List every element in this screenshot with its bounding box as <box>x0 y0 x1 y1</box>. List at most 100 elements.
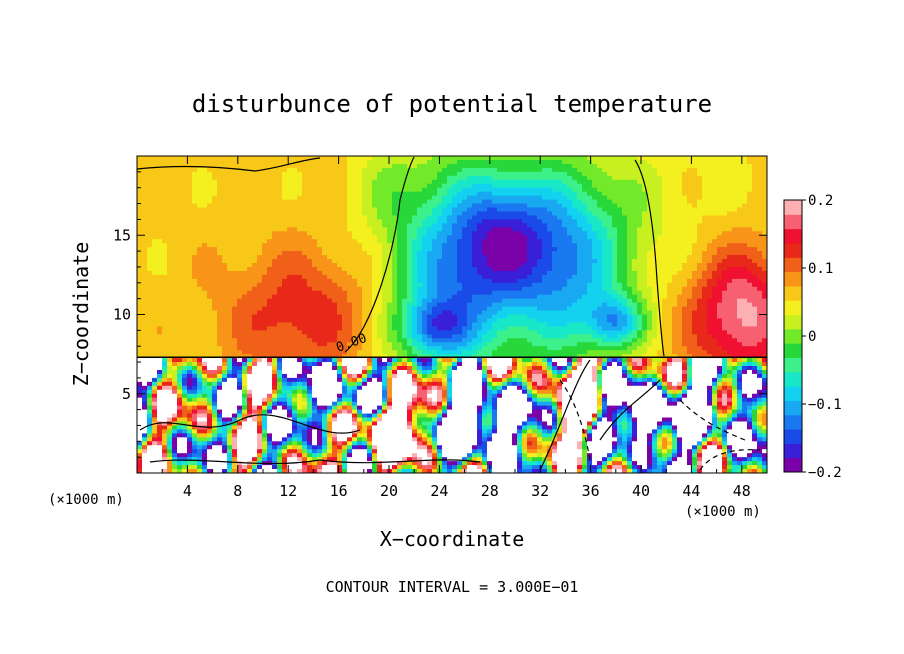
heatmap-cell <box>362 156 368 161</box>
heatmap-cell <box>357 159 363 165</box>
heatmap-cell <box>142 286 148 292</box>
heatmap-cell <box>687 199 693 205</box>
heatmap-cell <box>682 290 688 296</box>
heatmap-cell <box>277 179 283 185</box>
heatmap-cell <box>187 223 193 228</box>
heatmap-cell <box>142 175 148 181</box>
heatmap-cell <box>722 266 728 272</box>
heatmap-cell <box>332 156 338 161</box>
heatmap-cell <box>727 294 733 300</box>
heatmap-cell <box>682 243 688 248</box>
heatmap-cell <box>202 243 208 248</box>
heatmap-cell <box>582 219 588 224</box>
heatmap-cell <box>702 266 708 272</box>
heatmap-cell <box>287 179 293 185</box>
heatmap-cell <box>372 294 378 300</box>
heatmap-cell <box>627 227 633 232</box>
heatmap-cell <box>692 199 698 205</box>
heatmap-cell <box>637 195 643 201</box>
heatmap-cell <box>717 215 723 220</box>
heatmap-cell <box>497 227 503 232</box>
heatmap-cell <box>472 171 478 177</box>
heatmap-cell <box>347 199 353 205</box>
heatmap-cell <box>167 274 173 280</box>
heatmap-cell <box>262 302 268 308</box>
heatmap-cell <box>687 159 693 165</box>
heatmap-cell <box>372 278 378 284</box>
heatmap-cell <box>327 306 333 312</box>
heatmap-cell <box>502 243 508 248</box>
heatmap-cell <box>557 231 563 236</box>
heatmap-cell <box>617 286 623 292</box>
heatmap-cell <box>142 274 148 280</box>
heatmap-cell <box>232 290 238 296</box>
heatmap-cell <box>522 167 528 173</box>
heatmap-cell <box>377 243 383 248</box>
heatmap-cell <box>297 270 303 276</box>
heatmap-cell <box>252 203 258 209</box>
heatmap-cell <box>452 163 458 169</box>
heatmap-cell <box>232 207 238 213</box>
heatmap-cell <box>257 251 263 256</box>
heatmap-cell <box>267 278 273 284</box>
heatmap-cell <box>627 247 633 252</box>
heatmap-cell <box>737 251 743 256</box>
heatmap-cell <box>177 239 183 244</box>
heatmap-cell <box>217 294 223 300</box>
heatmap-cell <box>552 195 558 201</box>
heatmap-cell <box>737 195 743 201</box>
heatmap-cell <box>417 199 423 205</box>
heatmap-cell <box>217 247 223 252</box>
heatmap-cell <box>322 183 328 189</box>
heatmap-cell <box>337 191 343 197</box>
heatmap-cell <box>297 156 303 161</box>
heatmap-cell <box>372 247 378 252</box>
heatmap-cell <box>632 286 638 292</box>
heatmap-cell <box>642 163 648 169</box>
heatmap-cell <box>287 270 293 276</box>
heatmap-cell <box>762 290 767 296</box>
heatmap-cell <box>577 294 583 300</box>
heatmap-cell <box>597 294 603 300</box>
heatmap-cell <box>652 199 658 205</box>
heatmap-cell <box>447 270 453 276</box>
heatmap-cell <box>342 187 348 193</box>
heatmap-cell <box>207 183 213 189</box>
heatmap-cell <box>437 306 443 312</box>
heatmap-cell <box>207 215 213 220</box>
heatmap-cell <box>642 243 648 248</box>
heatmap-cell <box>587 167 593 173</box>
heatmap-cell <box>212 286 218 292</box>
heatmap-cell <box>267 199 273 205</box>
heatmap-cell <box>507 294 513 300</box>
heatmap-cell <box>627 266 633 272</box>
heatmap-cell <box>242 227 248 232</box>
heatmap-cell <box>187 294 193 300</box>
heatmap-cell <box>497 251 503 256</box>
heatmap-cell <box>532 310 538 316</box>
heatmap-cell <box>357 294 363 300</box>
heatmap-cell <box>587 231 593 236</box>
heatmap-cell <box>527 247 533 252</box>
heatmap-cell <box>367 171 373 177</box>
heatmap-cell <box>657 290 663 296</box>
heatmap-cell <box>602 282 608 288</box>
heatmap-cell <box>677 247 683 252</box>
heatmap-cell <box>577 247 583 252</box>
heatmap-cell <box>332 159 338 165</box>
heatmap-cell <box>522 247 528 252</box>
heatmap-cell <box>632 219 638 224</box>
heatmap-cell <box>697 302 703 308</box>
heatmap-cell <box>432 199 438 205</box>
heatmap-cell <box>182 282 188 288</box>
heatmap-cell <box>632 290 638 296</box>
heatmap-cell <box>762 211 767 217</box>
heatmap-cell <box>542 290 548 296</box>
heatmap-cell <box>712 207 718 213</box>
heatmap-cell <box>692 255 698 260</box>
heatmap-cell <box>722 203 728 209</box>
heatmap-cell <box>572 183 578 189</box>
heatmap-cell <box>177 171 183 177</box>
heatmap-cell <box>507 171 513 177</box>
heatmap-cell <box>622 211 628 217</box>
